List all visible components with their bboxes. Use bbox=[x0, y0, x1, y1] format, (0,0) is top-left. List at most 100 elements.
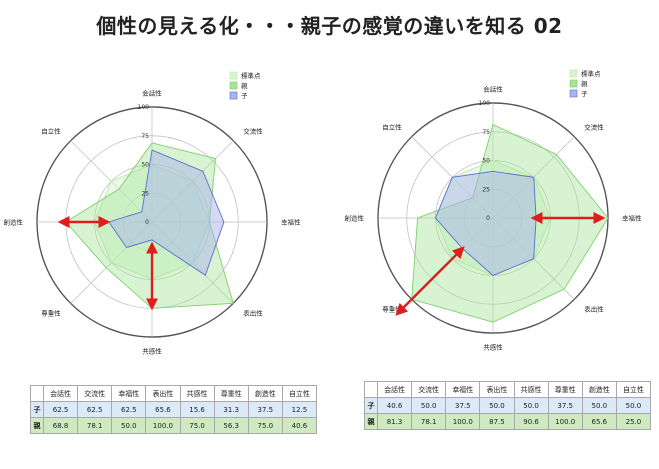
radar-tick-label: 100 bbox=[138, 104, 150, 111]
table-corner-cell bbox=[364, 381, 378, 398]
radar-tick-label: 25 bbox=[141, 190, 149, 197]
table-header-row: 会話性 交流性 幸福性 表出性 共感性 尊重性 創造性 自立性 bbox=[364, 381, 652, 398]
radar-axis-label: 尊重性 bbox=[382, 305, 402, 314]
radar-axis-label: 自立性 bbox=[41, 126, 61, 135]
radar-axis-label: 共感性 bbox=[142, 347, 162, 356]
table-cell: 78.1 bbox=[411, 413, 447, 430]
row-label-child: 子 bbox=[364, 397, 378, 414]
legend-label: 子 bbox=[241, 92, 248, 100]
red-double-arrow bbox=[395, 246, 465, 316]
table-cell: 31.3 bbox=[213, 401, 249, 418]
table-cell: 56.3 bbox=[213, 417, 249, 434]
table-cell: 50.0 bbox=[581, 397, 617, 414]
radar-axis-label: 表出性 bbox=[243, 309, 263, 318]
table-header-cell: 自立性 bbox=[281, 385, 318, 402]
table-cell: 50.0 bbox=[111, 417, 147, 434]
row-label-parent: 親 bbox=[30, 417, 44, 434]
radar-series-child bbox=[108, 149, 225, 276]
table-header-cell: 会話性 bbox=[376, 381, 413, 398]
page-title: 個性の見える化・・・親子の感覚の違いを知る 02 bbox=[96, 14, 563, 38]
table-cell: 78.1 bbox=[77, 417, 113, 434]
table-cell: 62.5 bbox=[111, 401, 147, 418]
radar-tick-label: 0 bbox=[486, 215, 490, 222]
score-table-right: 会話性 交流性 幸福性 表出性 共感性 尊重性 創造性 自立性 子 40.6 5… bbox=[364, 381, 652, 430]
score-table-left: 会話性 交流性 幸福性 表出性 共感性 尊重性 創造性 自立性 子 62.5 6… bbox=[30, 385, 318, 434]
radar-axis-label: 創造性 bbox=[4, 218, 24, 227]
legend-swatch bbox=[229, 81, 238, 90]
table-header-cell: 幸福性 bbox=[445, 381, 481, 398]
radar-series-child bbox=[434, 170, 537, 277]
table-cell: 15.6 bbox=[179, 401, 215, 418]
table-header-cell: 自立性 bbox=[615, 381, 652, 398]
radar-tick-label: 75 bbox=[141, 133, 149, 140]
table-cell: 12.5 bbox=[281, 401, 318, 418]
legend-label: 子 bbox=[581, 90, 588, 98]
legend-label: 標準点 bbox=[581, 69, 601, 78]
table-cell: 50.0 bbox=[615, 397, 652, 414]
table-header-cell: 交流性 bbox=[77, 385, 113, 402]
radar-axis-label: 表出性 bbox=[584, 305, 604, 314]
row-label-parent: 親 bbox=[364, 413, 378, 430]
table-cell: 25.0 bbox=[615, 413, 652, 430]
table-cell: 37.5 bbox=[547, 397, 583, 414]
table-header-row: 会話性 交流性 幸福性 表出性 共感性 尊重性 創造性 自立性 bbox=[30, 385, 318, 402]
radar-axis-label: 共感性 bbox=[483, 343, 503, 352]
radar-axis-label: 幸福性 bbox=[281, 218, 301, 227]
table-cell: 100.0 bbox=[547, 413, 583, 430]
table-cell: 90.6 bbox=[513, 413, 549, 430]
table-cell: 65.6 bbox=[581, 413, 617, 430]
table-header-cell: 会話性 bbox=[42, 385, 79, 402]
legend-swatch bbox=[569, 79, 578, 88]
radar-axis-label: 創造性 bbox=[345, 214, 365, 223]
legend-swatch bbox=[569, 89, 578, 98]
radar-tick-label: 50 bbox=[141, 162, 149, 169]
table-cell: 50.0 bbox=[479, 397, 515, 414]
table-corner-cell bbox=[30, 385, 44, 402]
table-header-cell: 尊重性 bbox=[213, 385, 249, 402]
table-row-child: 子 62.5 62.5 62.5 65.6 15.6 31.3 37.5 12.… bbox=[30, 401, 318, 418]
table-row-parent: 親 68.8 78.1 50.0 100.0 75.0 56.3 75.0 40… bbox=[30, 417, 318, 434]
table-header-cell: 表出性 bbox=[479, 381, 515, 398]
radar-tick-label: 50 bbox=[482, 158, 490, 165]
radar-axis-label: 会話性 bbox=[483, 85, 503, 94]
legend-label: 標準点 bbox=[241, 71, 261, 80]
radar-tick-label: 75 bbox=[482, 129, 490, 136]
table-cell: 68.8 bbox=[42, 417, 79, 434]
table-cell: 75.0 bbox=[179, 417, 215, 434]
table-header-cell: 表出性 bbox=[145, 385, 181, 402]
table-cell: 40.6 bbox=[281, 417, 318, 434]
table-header-cell: 共感性 bbox=[513, 381, 549, 398]
table-row-child: 子 40.6 50.0 37.5 50.0 50.0 37.5 50.0 50.… bbox=[364, 397, 652, 414]
table-header-cell: 尊重性 bbox=[547, 381, 583, 398]
table-cell: 37.5 bbox=[247, 401, 283, 418]
radar-axis-label: 交流性 bbox=[584, 122, 604, 131]
table-cell: 100.0 bbox=[145, 417, 181, 434]
table-cell: 62.5 bbox=[77, 401, 113, 418]
table-cell: 50.0 bbox=[411, 397, 447, 414]
row-label-child: 子 bbox=[30, 401, 44, 418]
table-cell: 62.5 bbox=[42, 401, 79, 418]
table-cell: 40.6 bbox=[376, 397, 413, 414]
table-row-parent: 親 81.3 78.1 100.0 87.5 90.6 100.0 65.6 2… bbox=[364, 413, 652, 430]
table-cell: 81.3 bbox=[376, 413, 413, 430]
radar-tick-label: 25 bbox=[482, 186, 490, 193]
table-cell: 100.0 bbox=[445, 413, 481, 430]
table-header-cell: 交流性 bbox=[411, 381, 447, 398]
radar-axis-label: 交流性 bbox=[243, 126, 263, 135]
table-header-cell: 共感性 bbox=[179, 385, 215, 402]
table-cell: 37.5 bbox=[445, 397, 481, 414]
radar-axis-label: 尊重性 bbox=[41, 309, 61, 318]
table-cell: 65.6 bbox=[145, 401, 181, 418]
radar-axis-label: 自立性 bbox=[382, 122, 402, 131]
radar-axis-label: 会話性 bbox=[142, 89, 162, 98]
radar-tick-label: 0 bbox=[145, 219, 149, 226]
legend-swatch bbox=[569, 69, 578, 78]
table-cell: 50.0 bbox=[513, 397, 549, 414]
table-header-cell: 幸福性 bbox=[111, 385, 147, 402]
legend-label: 親 bbox=[581, 79, 588, 88]
legend-label: 親 bbox=[241, 81, 248, 90]
table-header-cell: 創造性 bbox=[581, 381, 617, 398]
table-cell: 87.5 bbox=[479, 413, 515, 430]
